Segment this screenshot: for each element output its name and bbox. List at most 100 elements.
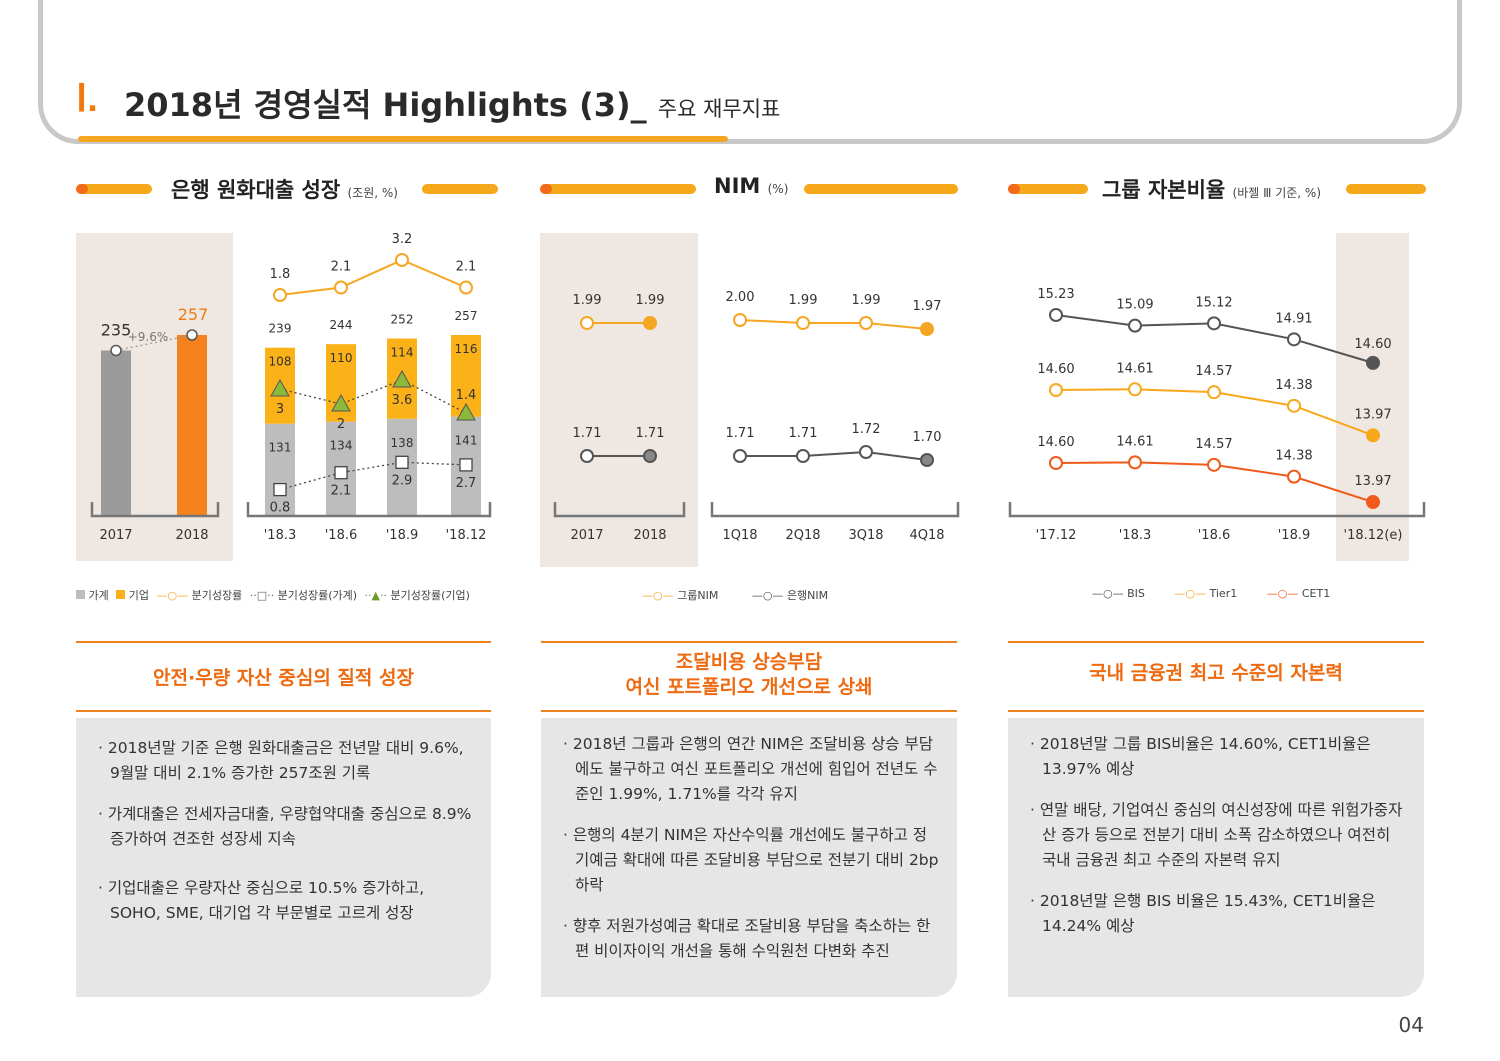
point-그룹NIM [643,316,657,330]
bar-value-label: 235 [101,320,132,339]
line-household [279,461,467,491]
line-growth [279,258,467,296]
x-tick-label: '18.9 [386,528,419,543]
point-Tier1 [1207,385,1221,400]
point-group-nim [733,313,747,327]
bar-value-corporate: 116 [455,342,478,356]
point-그룹NIM [580,316,594,330]
point-growth [459,280,473,295]
axis-bracket-nim-annual [553,502,686,518]
x-tick-label: 3Q18 [848,528,883,543]
point-group-nim [796,316,810,330]
point-label-CET1: 14.38 [1275,449,1312,464]
point-label-BIS: 14.60 [1354,337,1391,352]
bar-value-household: 141 [455,434,478,448]
panel-bg-capital-latest [1336,233,1409,561]
point-bank-nim [796,449,810,463]
section-numeral: Ⅰ. [76,78,98,120]
bar-total-label: 244 [330,318,353,332]
summary-box-nim: 2018년 그룹과 은행의 연간 NIM은 조달비용 상승 부담에도 불구하고 … [541,718,957,997]
point-label-Tier1: 13.97 [1354,407,1391,422]
x-tick-label: '18.6 [325,528,358,543]
bar-household [265,423,295,516]
page-title-main: 2018년 경영실적 Highlights (3)_ [124,86,647,124]
point-BIS [1287,332,1301,347]
point-corporate [456,402,476,421]
point-household [334,466,348,480]
section-title-capital: 그룹 자본비율 (바젤 Ⅲ 기준, %) [1102,178,1322,202]
bar-top-marker [110,344,122,357]
bullet: 향후 저원가성예금 확대로 조달비용 부담을 축소하는 한편 비이자이익 개선을… [561,914,939,964]
point-corporate [270,378,290,397]
point-label-corporate: 3 [276,402,284,417]
x-tick-label: 2017 [99,528,132,543]
point-label: 1.99 [573,293,602,308]
point-label-BIS: 15.12 [1195,295,1232,310]
point-label-CET1: 14.57 [1195,437,1232,452]
page-title: 2018년 경영실적 Highlights (3)_ 주요 재무지표 [124,80,780,126]
point-label-Tier1: 14.57 [1195,364,1232,379]
legend-swatch-corporate [116,590,126,599]
legend-cet1-icon: —○— [1266,587,1299,600]
point-label: 1.99 [636,293,665,308]
point-label-household: 2.7 [456,476,477,491]
point-CET1 [1207,457,1221,472]
point-은행NIM [580,449,594,463]
x-tick-label: '17.12 [1036,528,1077,543]
bar-value-household: 138 [391,436,414,450]
point-label-growth: 1.8 [270,267,291,282]
legend-bank-nim-icon: —○— [751,589,784,602]
bar-2017 [101,350,131,516]
point-corporate [392,369,412,388]
point-label-Tier1: 14.61 [1116,361,1153,376]
point-label: 2.00 [726,290,755,305]
headline-loans: 안전·우량 자산 중심의 질적 성장 [153,667,414,689]
point-label: 1.99 [789,293,818,308]
point-label: 1.71 [573,426,602,441]
bullet: 가계대출은 전세자금대출, 우량협약대출 중심으로 8.9% 증가하여 견조한 … [96,802,473,852]
bullet: 2018년 그룹과 은행의 연간 NIM은 조달비용 상승 부담에도 불구하고 … [561,732,939,807]
section-header-loans: 은행 원화대출 성장 (조원, %) [76,174,500,204]
point-label-corporate: 3.6 [392,393,413,408]
point-은행NIM [643,449,657,463]
point-Tier1 [1366,428,1380,443]
point-label: 1.99 [852,293,881,308]
point-label-corporate: 2 [337,417,345,432]
panel-bg-nim-annual [540,233,698,567]
point-label-Tier1: 14.60 [1037,362,1074,377]
header-accent-bar [78,136,728,142]
point-household [395,455,409,469]
point-label: 1.71 [636,426,665,441]
bullet: 2018년말 은행 BIS 비율은 15.43%, CET1비율은 14.24%… [1028,889,1406,939]
x-tick-label: '18.6 [1198,528,1231,543]
point-Tier1 [1049,383,1063,397]
legend-bis-icon: —○— [1092,587,1124,600]
axis-bracket-capital [1008,502,1426,518]
point-label-BIS: 14.91 [1275,311,1312,326]
point-label-growth: 3.2 [392,232,413,247]
bar-total-label: 239 [269,322,292,336]
x-tick-label: '18.3 [264,528,297,543]
bar-value-corporate: 110 [330,351,353,365]
point-label-Tier1: 14.38 [1275,378,1312,393]
legend-swatch-household [76,590,85,599]
headline-nim: 조달비용 상승부담 여신 포트폴리오 개선으로 상쇄 [625,651,873,698]
x-tick-label: '18.12 [446,528,487,543]
point-label: 1.71 [789,426,818,441]
point-CET1 [1366,495,1380,510]
section-header-capital: 그룹 자본비율 (바젤 Ⅲ 기준, %) [1008,174,1428,204]
axis-bracket-quarterly [246,502,492,518]
legend-line-household-icon: ··□·· [249,589,275,602]
bullet: 은행의 4분기 NIM은 자산수익률 개선에도 불구하고 정기예금 확대에 따른… [561,823,939,898]
legend-line-growth-icon: —○— [156,589,189,602]
bar-value-corporate: 108 [269,355,292,369]
x-tick-label: 1Q18 [722,528,757,543]
legend-group-nim-icon: —○— [642,589,674,602]
point-corporate [331,393,351,412]
bar-value-corporate: 114 [391,346,414,360]
x-tick-label: 2017 [570,528,603,543]
bar-value-label: 257 [178,305,209,324]
legend-nim: —○— 그룹NIM —○— 은행NIM [642,589,829,602]
